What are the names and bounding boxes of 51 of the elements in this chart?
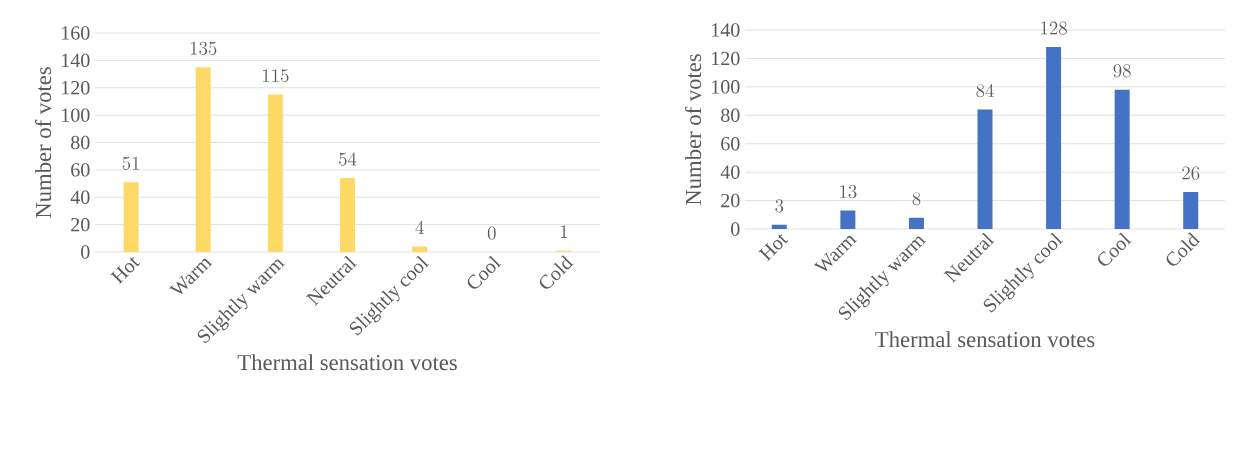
data-label: 98 bbox=[1113, 64, 1131, 78]
bar bbox=[840, 210, 856, 229]
y-tick-label: 140 bbox=[62, 53, 90, 68]
y-tick-label: 20 bbox=[71, 217, 90, 232]
x-axis-title: Thermal sensation votes bbox=[875, 331, 1095, 348]
y-tick-label: 120 bbox=[712, 51, 740, 66]
bar bbox=[771, 224, 787, 229]
x-tick-label: Cool bbox=[1098, 232, 1132, 266]
bar bbox=[1183, 192, 1199, 229]
y-axis-title: Number of votes bbox=[684, 54, 702, 206]
bar bbox=[123, 182, 139, 252]
y-tick-label: 100 bbox=[62, 108, 90, 122]
data-label: 84 bbox=[976, 83, 994, 98]
data-label: 0 bbox=[487, 226, 496, 240]
data-label: 128 bbox=[1041, 21, 1067, 35]
bar bbox=[908, 217, 924, 229]
data-label: 54 bbox=[339, 152, 357, 166]
x-tick-label: Cool bbox=[467, 255, 502, 289]
bar bbox=[195, 67, 211, 252]
data-label: 4 bbox=[415, 220, 424, 234]
data-label: 51 bbox=[122, 156, 139, 170]
data-label: 115 bbox=[263, 69, 289, 83]
data-label: 26 bbox=[1182, 166, 1200, 180]
y-tick-label: 60 bbox=[721, 136, 740, 151]
x-tick-label: Hot bbox=[110, 257, 141, 285]
y-tick-label: 20 bbox=[721, 193, 740, 208]
data-label: 13 bbox=[840, 185, 857, 199]
y-tick-label: 0 bbox=[731, 222, 740, 236]
y-tick-label: 40 bbox=[70, 190, 90, 204]
bar bbox=[267, 94, 283, 252]
y-tick-label: 80 bbox=[721, 108, 740, 123]
bar bbox=[1046, 47, 1062, 229]
data-label: 8 bbox=[912, 192, 921, 206]
x-axis-title: Thermal sensation votes bbox=[237, 354, 457, 371]
bar bbox=[412, 246, 428, 252]
y-tick-label: 60 bbox=[71, 163, 90, 177]
bar bbox=[340, 178, 355, 252]
data-label: 1 bbox=[560, 225, 568, 238]
y-tick-label: 0 bbox=[81, 245, 90, 259]
y-tick-label: 40 bbox=[720, 165, 740, 179]
y-tick-label: 100 bbox=[712, 80, 740, 94]
data-label: 135 bbox=[190, 41, 217, 55]
bar bbox=[977, 109, 993, 229]
y-tick-label: 140 bbox=[712, 23, 740, 37]
x-tick-label: Hot bbox=[758, 234, 789, 262]
y-tick-label: 160 bbox=[62, 26, 90, 40]
bar bbox=[1114, 89, 1130, 229]
data-label: 3 bbox=[775, 199, 784, 213]
y-axis-title: Number of votes bbox=[34, 67, 52, 219]
y-tick-label: 80 bbox=[71, 135, 90, 150]
y-tick-label: 120 bbox=[62, 81, 90, 95]
